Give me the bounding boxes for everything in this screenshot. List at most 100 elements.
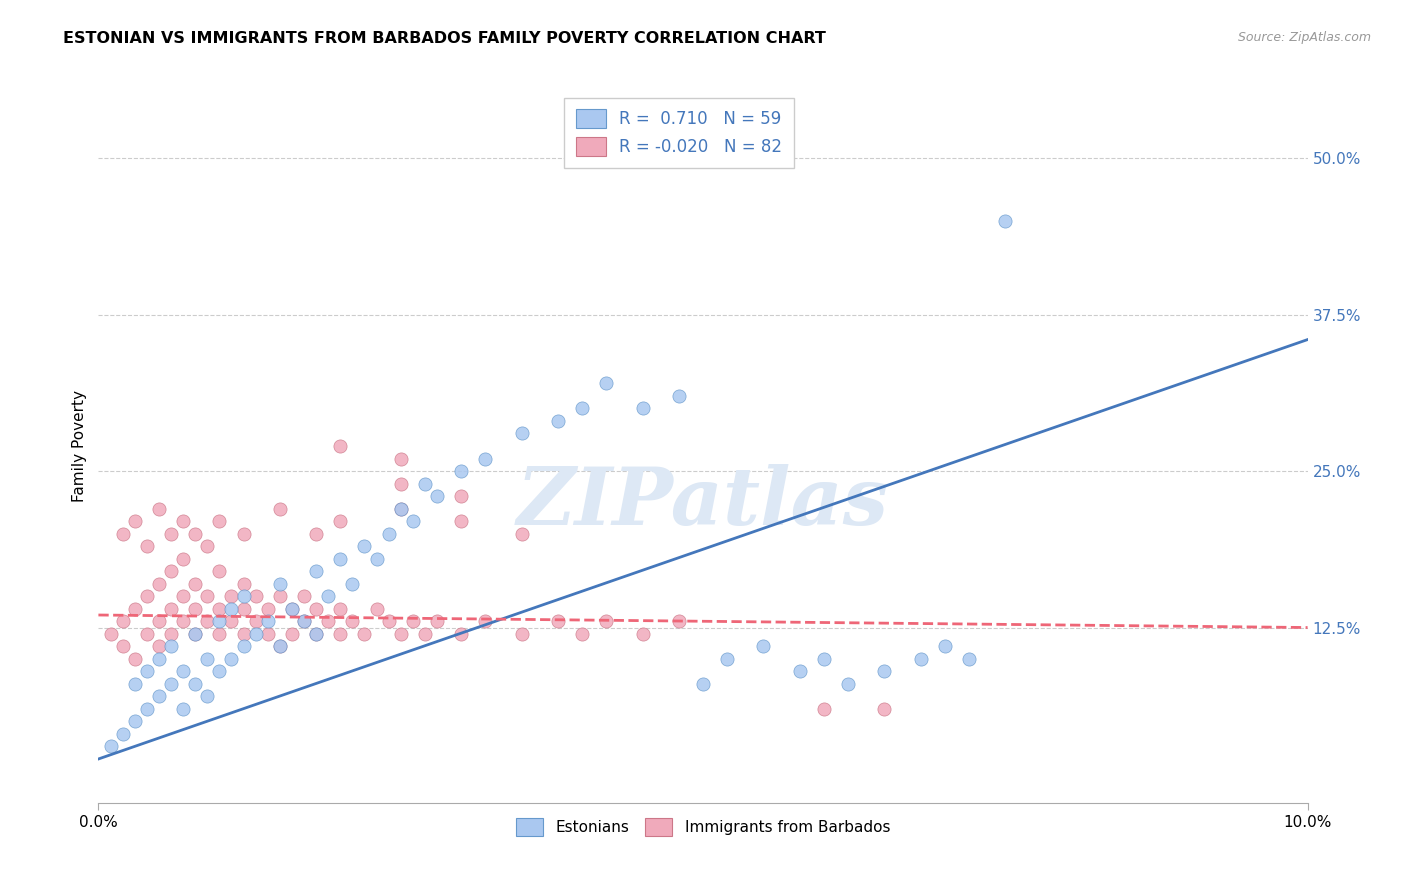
Point — [402, 614, 425, 628]
Point — [450, 464, 472, 478]
Point — [305, 627, 328, 641]
Point — [281, 627, 304, 641]
Point — [450, 489, 472, 503]
Point — [389, 451, 412, 466]
Point — [148, 690, 170, 704]
Point — [111, 727, 134, 741]
Point — [195, 690, 218, 704]
Point — [172, 514, 194, 528]
Point — [256, 627, 278, 641]
Point — [366, 551, 388, 566]
Point — [426, 614, 449, 628]
Point — [160, 564, 183, 578]
Point — [135, 665, 157, 679]
Point — [292, 614, 315, 628]
Point — [160, 601, 183, 615]
Point — [377, 526, 399, 541]
Point — [329, 627, 352, 641]
Point — [135, 627, 157, 641]
Point — [184, 627, 207, 641]
Point — [413, 627, 436, 641]
Point — [124, 714, 146, 729]
Point — [232, 627, 254, 641]
Point — [547, 614, 569, 628]
Point — [813, 652, 835, 666]
Point — [813, 702, 835, 716]
Point — [160, 640, 183, 654]
Point — [329, 601, 352, 615]
Point — [595, 376, 617, 391]
Point — [135, 589, 157, 603]
Point — [232, 526, 254, 541]
Point — [111, 640, 134, 654]
Point — [402, 514, 425, 528]
Point — [994, 213, 1017, 227]
Point — [221, 601, 243, 615]
Point — [184, 576, 207, 591]
Point — [353, 627, 375, 641]
Point — [172, 665, 194, 679]
Point — [571, 627, 593, 641]
Point — [232, 601, 254, 615]
Point — [195, 539, 218, 553]
Point — [910, 652, 932, 666]
Point — [631, 401, 654, 416]
Point — [389, 627, 412, 641]
Point — [195, 652, 218, 666]
Point — [426, 489, 449, 503]
Point — [316, 589, 339, 603]
Point — [934, 640, 956, 654]
Text: Source: ZipAtlas.com: Source: ZipAtlas.com — [1237, 31, 1371, 45]
Point — [269, 576, 291, 591]
Point — [100, 739, 122, 754]
Point — [208, 665, 231, 679]
Point — [232, 589, 254, 603]
Point — [195, 614, 218, 628]
Point — [668, 389, 690, 403]
Point — [221, 652, 243, 666]
Point — [342, 614, 364, 628]
Point — [752, 640, 775, 654]
Point — [305, 564, 328, 578]
Point — [172, 614, 194, 628]
Point — [208, 514, 231, 528]
Point — [281, 601, 304, 615]
Point — [208, 601, 231, 615]
Point — [668, 614, 690, 628]
Y-axis label: Family Poverty: Family Poverty — [72, 390, 87, 502]
Point — [389, 501, 412, 516]
Point — [305, 627, 328, 641]
Point — [450, 514, 472, 528]
Text: ESTONIAN VS IMMIGRANTS FROM BARBADOS FAMILY POVERTY CORRELATION CHART: ESTONIAN VS IMMIGRANTS FROM BARBADOS FAM… — [63, 31, 827, 46]
Point — [232, 640, 254, 654]
Point — [389, 476, 412, 491]
Point — [329, 439, 352, 453]
Point — [595, 614, 617, 628]
Point — [342, 576, 364, 591]
Point — [631, 627, 654, 641]
Point — [148, 652, 170, 666]
Point — [269, 589, 291, 603]
Point — [148, 576, 170, 591]
Point — [184, 627, 207, 641]
Point — [389, 501, 412, 516]
Point — [160, 526, 183, 541]
Point — [245, 627, 267, 641]
Point — [269, 501, 291, 516]
Point — [245, 614, 267, 628]
Point — [124, 514, 146, 528]
Point — [269, 640, 291, 654]
Point — [474, 614, 496, 628]
Point — [353, 539, 375, 553]
Point — [195, 589, 218, 603]
Point — [292, 614, 315, 628]
Point — [111, 614, 134, 628]
Point — [316, 614, 339, 628]
Point — [837, 677, 859, 691]
Point — [377, 614, 399, 628]
Point — [366, 601, 388, 615]
Point — [510, 526, 533, 541]
Point — [124, 601, 146, 615]
Point — [716, 652, 738, 666]
Point — [292, 589, 315, 603]
